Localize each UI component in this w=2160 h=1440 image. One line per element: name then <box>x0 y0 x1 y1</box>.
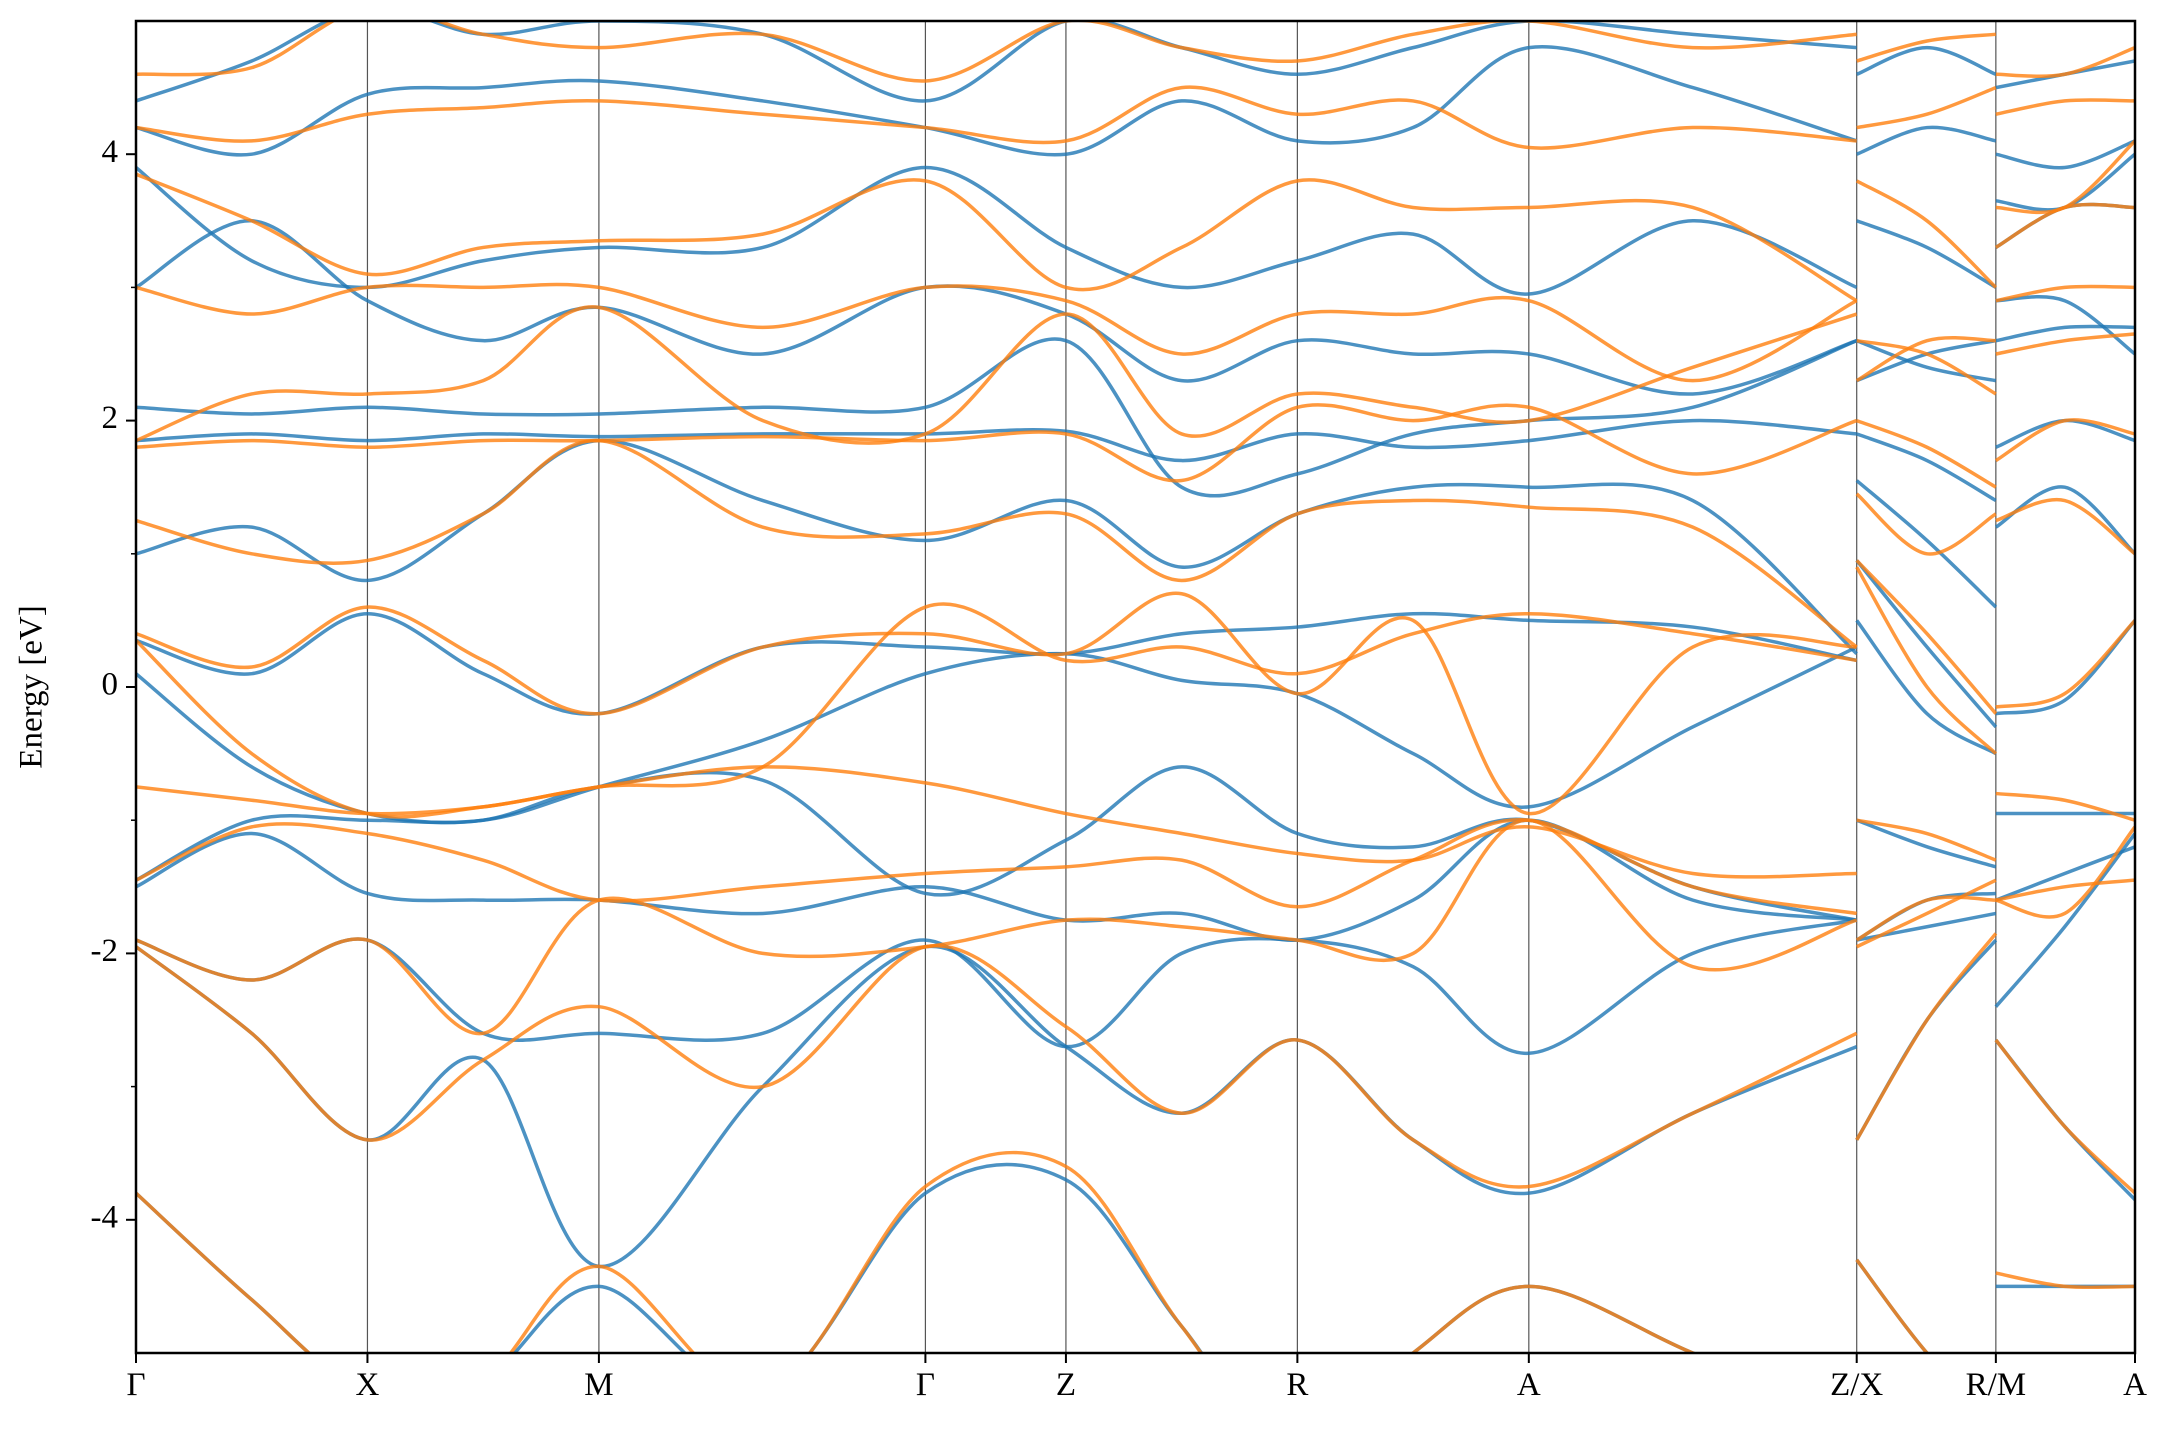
y-tick-label: 0 <box>102 667 119 703</box>
band-line <box>136 139 2135 303</box>
y-tick-label: -4 <box>91 1199 119 1235</box>
band-line <box>136 324 2135 503</box>
band-line <box>136 932 2135 1195</box>
y-axis-label: Energy [eV] <box>14 605 50 768</box>
band-line <box>136 566 2135 819</box>
x-tick-label: Γ <box>916 1367 935 1403</box>
x-tick-label: A <box>2123 1367 2147 1403</box>
band-line <box>136 418 2135 649</box>
band-line <box>136 765 2135 949</box>
band-line <box>136 45 2135 170</box>
x-tick-label: R <box>1286 1367 1308 1403</box>
x-tick-label: A <box>1517 1367 1541 1403</box>
x-tick-label: Z/X <box>1830 1367 1883 1403</box>
band-line <box>136 791 2135 916</box>
y-tick-label: 4 <box>102 134 119 170</box>
y-tick-label: -2 <box>91 933 119 969</box>
x-tick-label: M <box>584 1367 613 1403</box>
y-tick-label: 2 <box>102 400 119 436</box>
band-line <box>136 21 2135 83</box>
band-line <box>136 832 2135 1056</box>
x-tick-label: X <box>356 1367 380 1403</box>
ticks: Γ X M Γ Z R A Z/X R/M A -4 -2 0 2 4 <box>91 134 2148 1403</box>
x-tick-label: R/M <box>1966 1367 2027 1403</box>
band-line <box>136 497 2135 816</box>
band-line <box>136 85 2135 150</box>
band-line <box>136 284 2135 445</box>
x-tick-label: Z <box>1056 1367 1076 1403</box>
band-line <box>136 332 2135 489</box>
x-tick-label: Γ <box>126 1367 145 1403</box>
